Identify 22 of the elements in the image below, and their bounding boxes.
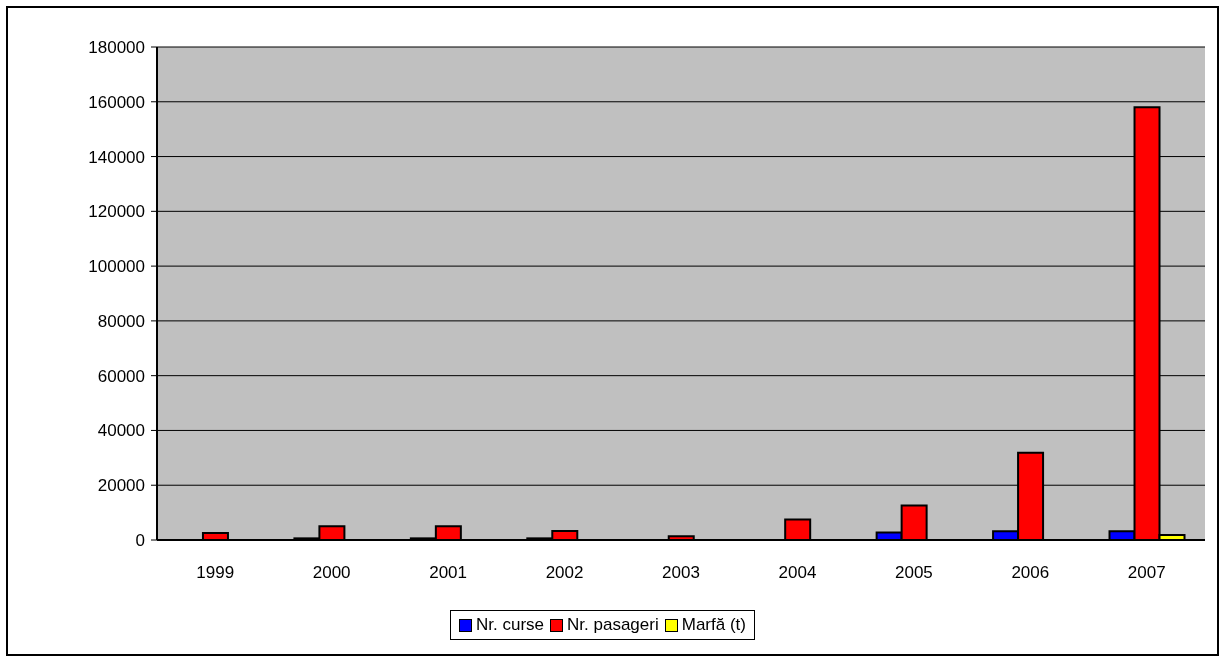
- y-tick-label: 60000: [97, 366, 145, 386]
- y-tick-label: 40000: [97, 421, 145, 441]
- y-tick-label: 80000: [97, 311, 145, 331]
- y-tick-label: 0: [135, 531, 145, 551]
- x-tick-label: 2003: [662, 563, 700, 583]
- y-tick-label: 100000: [88, 257, 145, 277]
- legend-label: Nr. pasageri: [567, 615, 659, 635]
- x-tick-label: 1999: [196, 563, 235, 583]
- y-tick-label: 20000: [97, 476, 145, 496]
- y-tick-label: 120000: [88, 202, 145, 222]
- y-tick-label: 140000: [88, 147, 145, 167]
- x-tick-label: 2002: [545, 563, 584, 583]
- y-tick-label: 180000: [88, 38, 145, 58]
- x-tick-label: 2007: [1127, 563, 1166, 583]
- x-tick-label: 2006: [1011, 563, 1050, 583]
- legend-label: Nr. curse: [476, 615, 545, 635]
- x-tick-label: 2004: [778, 563, 817, 583]
- legend-label: Marfă (t): [681, 615, 746, 635]
- x-tick-label: 2005: [894, 563, 933, 583]
- y-tick-label: 160000: [88, 92, 145, 112]
- x-tick-label: 2001: [429, 563, 468, 583]
- x-tick-label: 2000: [312, 563, 351, 583]
